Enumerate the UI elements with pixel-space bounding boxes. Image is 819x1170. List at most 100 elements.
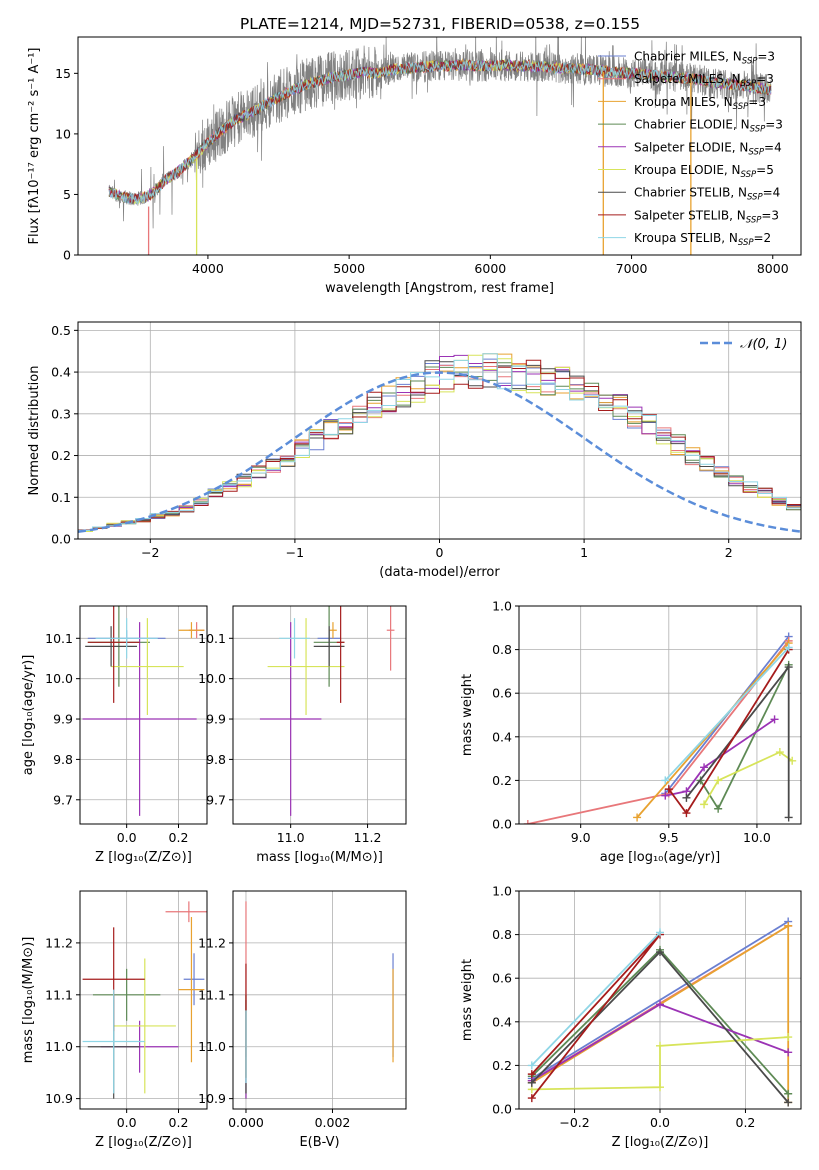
axes-frame bbox=[232, 890, 407, 1110]
legend-entry: Chabrier MILES, NSSP=3 bbox=[634, 50, 775, 67]
axes-frame bbox=[518, 605, 802, 825]
x-tick-label: 0.0 bbox=[117, 830, 137, 845]
weight-series-point bbox=[656, 1083, 664, 1092]
y-tick-label: 10.9 bbox=[45, 1091, 73, 1106]
y-tick-label: 11.0 bbox=[45, 1039, 73, 1054]
y-tick-label: 0 bbox=[63, 248, 71, 263]
x-tick-label: 4000 bbox=[192, 261, 224, 276]
x-tick-label: −1 bbox=[286, 545, 304, 560]
y-axis-label: Flux [fλ10⁻¹⁷ erg cm⁻² s⁻¹ A⁻¹] bbox=[27, 48, 42, 245]
weight-series-point bbox=[784, 1033, 793, 1042]
y-tick-label: 15 bbox=[55, 66, 71, 81]
axes-frame bbox=[79, 890, 208, 1110]
y-axis-label: Normed distribution bbox=[27, 366, 42, 496]
x-axis-label: E(B-V) bbox=[299, 1135, 339, 1150]
x-axis-label: age [log₁₀(age/yr)] bbox=[600, 850, 721, 865]
x-axis-label: mass [log₁₀(M/M⊙)] bbox=[256, 850, 383, 865]
y-tick-label: 9.9 bbox=[206, 712, 226, 727]
x-tick-label: 6000 bbox=[474, 261, 506, 276]
y-tick-label: 0.2 bbox=[492, 1058, 512, 1073]
x-tick-label: 9.0 bbox=[571, 830, 591, 845]
plot-area bbox=[82, 606, 205, 816]
y-tick-label: 9.8 bbox=[206, 752, 226, 767]
weight-series-line bbox=[531, 920, 789, 1080]
chart-spectrum: Chabrier MILES, NSSP=3 Salpeter MILES, NS… bbox=[27, 36, 802, 296]
y-tick-label: 0.5 bbox=[51, 323, 71, 338]
y-tick-label: 9.9 bbox=[53, 712, 73, 727]
x-tick-label: −2 bbox=[141, 545, 159, 560]
chart-mass-vs-ebv: 0.000 0.002 10.9 11.0 11.1 11.2 E(B-V) bbox=[198, 890, 407, 1150]
weight-series-point bbox=[661, 776, 670, 785]
y-tick-label: 0.4 bbox=[492, 729, 512, 744]
y-tick-label: 0.4 bbox=[51, 365, 71, 380]
weight-series-point bbox=[523, 820, 532, 824]
plot-area bbox=[259, 606, 395, 816]
chart-age-vs-mass: 11.0 11.2 9.7 9.8 9.9 10.0 10.1 mass [log₁₀(M/M… bbox=[198, 605, 407, 865]
x-axis-label: Z [log₁₀(Z/Z⊙)] bbox=[95, 1135, 192, 1150]
weight-series-point bbox=[700, 800, 709, 809]
y-axis-label: mass weight bbox=[460, 959, 475, 1041]
axes-frame bbox=[79, 605, 208, 825]
y-tick-label: 1.0 bbox=[492, 884, 512, 899]
chart-mass-weight-vs-metallicity: −0.2 0.0 0.2 0.0 0.2 0.4 0.6 0.8 1.0 Z [log₁₀(Z/Z… bbox=[460, 884, 802, 1150]
y-tick-label: 1.0 bbox=[492, 599, 512, 614]
weight-series-point bbox=[784, 1048, 793, 1057]
weight-series-point bbox=[770, 715, 779, 724]
y-tick-label: 11.1 bbox=[198, 987, 226, 1002]
y-tick-label: 0.0 bbox=[492, 1102, 512, 1117]
y-tick-label: 0.8 bbox=[492, 642, 512, 657]
histogram-step bbox=[78, 354, 801, 532]
weight-series-line bbox=[527, 640, 790, 824]
legend-entry: Kroupa STELIB, NSSP=2 bbox=[634, 231, 771, 248]
weight-series-point bbox=[664, 785, 673, 794]
x-tick-label: 0.002 bbox=[315, 1115, 351, 1130]
y-tick-label: 0.0 bbox=[492, 817, 512, 832]
x-tick-label: 9.5 bbox=[659, 830, 679, 845]
histogram-step bbox=[78, 353, 801, 532]
weight-series-point bbox=[784, 921, 793, 930]
y-tick-label: 10.1 bbox=[198, 631, 226, 646]
x-tick-label: 8000 bbox=[757, 261, 789, 276]
weight-series-point bbox=[633, 813, 642, 822]
weight-series-point bbox=[656, 1041, 664, 1050]
y-tick-label: 9.7 bbox=[206, 792, 226, 807]
x-tick-label: 11.2 bbox=[354, 830, 382, 845]
weight-series-point bbox=[784, 643, 793, 652]
x-tick-label: 0.2 bbox=[736, 1115, 756, 1130]
legend-entry: Kroupa MILES, NSSP=3 bbox=[634, 95, 766, 112]
x-axis-label: (data-model)/error bbox=[379, 565, 500, 580]
x-axis-label: Z [log₁₀(Z/Z⊙)] bbox=[612, 1135, 709, 1150]
y-tick-label: 0.2 bbox=[51, 448, 71, 463]
y-tick-label: 10 bbox=[55, 126, 71, 141]
weight-series-point bbox=[527, 1094, 536, 1103]
weight-series-point bbox=[661, 791, 670, 800]
y-tick-label: 10.0 bbox=[198, 671, 226, 686]
y-tick-label: 0.2 bbox=[492, 773, 512, 788]
weight-series-point bbox=[682, 809, 691, 818]
weight-series-line bbox=[664, 646, 790, 782]
legend: Chabrier MILES, NSSP=3 Salpeter MILES, NS… bbox=[598, 50, 783, 248]
chart-mass-vs-metallicity: 0.0 0.2 10.9 11.0 11.1 11.2 Z [log₁₀(Z/Z⊙)] mas… bbox=[21, 890, 208, 1150]
y-axis-label: mass [log₁₀(M/M⊙)] bbox=[21, 937, 36, 1064]
chart-residual-histogram: 𝒩(0, 1) −2 −1 0 1 2 0.0 0.1 0.2 0.3 0.4 0.5 (data-mo… bbox=[27, 321, 802, 580]
weight-series-line bbox=[531, 1036, 789, 1091]
axes-frame bbox=[77, 36, 802, 256]
y-tick-label: 11.2 bbox=[45, 935, 73, 950]
y-tick-label: 0.8 bbox=[492, 927, 512, 942]
plot-area bbox=[82, 901, 207, 1099]
weight-series-point bbox=[714, 776, 723, 785]
y-tick-label: 5 bbox=[63, 187, 71, 202]
y-tick-label: 11.2 bbox=[198, 935, 226, 950]
chart-mass-weight-vs-age: 9.0 9.5 10.0 0.0 0.2 0.4 0.6 0.8 1.0 age [log₁₀(a… bbox=[460, 599, 802, 865]
plot-area bbox=[245, 901, 394, 1099]
weight-series-point bbox=[527, 1070, 536, 1079]
x-tick-label: 0.000 bbox=[228, 1115, 264, 1130]
legend-entry: Salpeter MILES, NSSP=3 bbox=[634, 72, 774, 89]
histogram-step bbox=[78, 353, 801, 531]
legend-entry: Chabrier ELODIE, NSSP=3 bbox=[634, 118, 783, 135]
x-tick-label: 0.2 bbox=[169, 830, 189, 845]
weight-series-point bbox=[656, 928, 664, 937]
plot-area bbox=[527, 917, 793, 1107]
y-tick-label: 0.6 bbox=[492, 971, 512, 986]
x-tick-label: −0.2 bbox=[559, 1115, 589, 1130]
